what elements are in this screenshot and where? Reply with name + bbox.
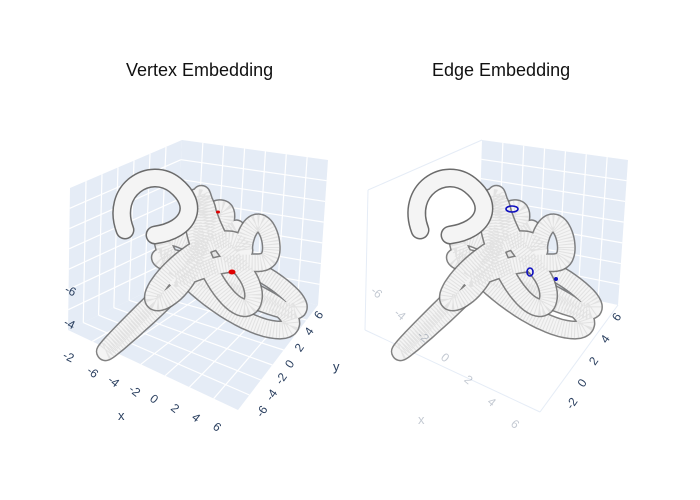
left-x-axis-label: x xyxy=(118,408,125,423)
knot-texture xyxy=(440,186,575,316)
tick-label: -6 xyxy=(84,363,101,381)
knot-tube xyxy=(113,170,197,243)
gridline xyxy=(97,174,103,316)
tick-label: 4 xyxy=(301,324,316,338)
gridline xyxy=(481,158,627,182)
highlight-point xyxy=(554,277,558,281)
tick-label: -4 xyxy=(105,373,122,391)
faint-edge xyxy=(364,189,369,331)
tick-label: -6 xyxy=(253,403,271,420)
tick-label: 2 xyxy=(168,401,182,416)
gridline xyxy=(180,159,327,182)
faint-edge xyxy=(539,304,619,413)
tick-label: -4 xyxy=(263,386,281,403)
right-knot-scatter xyxy=(390,168,603,362)
faint-edge xyxy=(367,139,483,191)
tick-label: 2 xyxy=(292,341,307,355)
highlight-point xyxy=(505,205,519,213)
tick-label: -2 xyxy=(563,395,581,412)
tick-label: 0 xyxy=(282,357,297,371)
tick-label: 4 xyxy=(485,394,499,409)
tick-label: 6 xyxy=(311,308,326,322)
gridline xyxy=(480,177,626,203)
tick-label: 4 xyxy=(597,332,612,346)
tick-label: -6 xyxy=(368,284,385,302)
knot-texture xyxy=(145,186,280,316)
right-x-axis-label: x xyxy=(418,412,425,427)
chart-title-vertex: Vertex Embedding xyxy=(126,60,274,80)
left-knot-scatter xyxy=(95,168,308,362)
tick-label: -2 xyxy=(126,382,143,400)
knot-tube xyxy=(408,170,492,243)
tick-label: 0 xyxy=(438,350,452,365)
tick-label: 0 xyxy=(147,391,161,406)
gridline xyxy=(82,181,87,323)
highlight-point xyxy=(526,267,534,277)
tick-label: 6 xyxy=(508,417,522,432)
tick-label: -4 xyxy=(391,306,408,324)
tick-label: 4 xyxy=(189,410,203,425)
gridline xyxy=(577,154,587,297)
tick-label: -2 xyxy=(61,348,77,365)
highlight-point xyxy=(216,210,220,214)
highlight-point xyxy=(228,269,236,275)
chart-title-edge: Edge Embedding xyxy=(432,60,571,80)
tick-label: 6 xyxy=(210,419,224,434)
left-y-axis-label: y xyxy=(333,359,340,374)
tick-label: 0 xyxy=(574,376,589,390)
faint-edge xyxy=(364,329,541,413)
tick-label: 2 xyxy=(461,372,475,387)
gridline xyxy=(113,167,119,308)
gridline xyxy=(597,157,608,301)
gridline xyxy=(179,178,326,203)
tick-label: 2 xyxy=(586,354,601,368)
tick-label: -2 xyxy=(272,370,290,387)
tick-label: 6 xyxy=(609,310,624,324)
right-faint-edges xyxy=(364,139,619,413)
gridline xyxy=(296,157,308,302)
